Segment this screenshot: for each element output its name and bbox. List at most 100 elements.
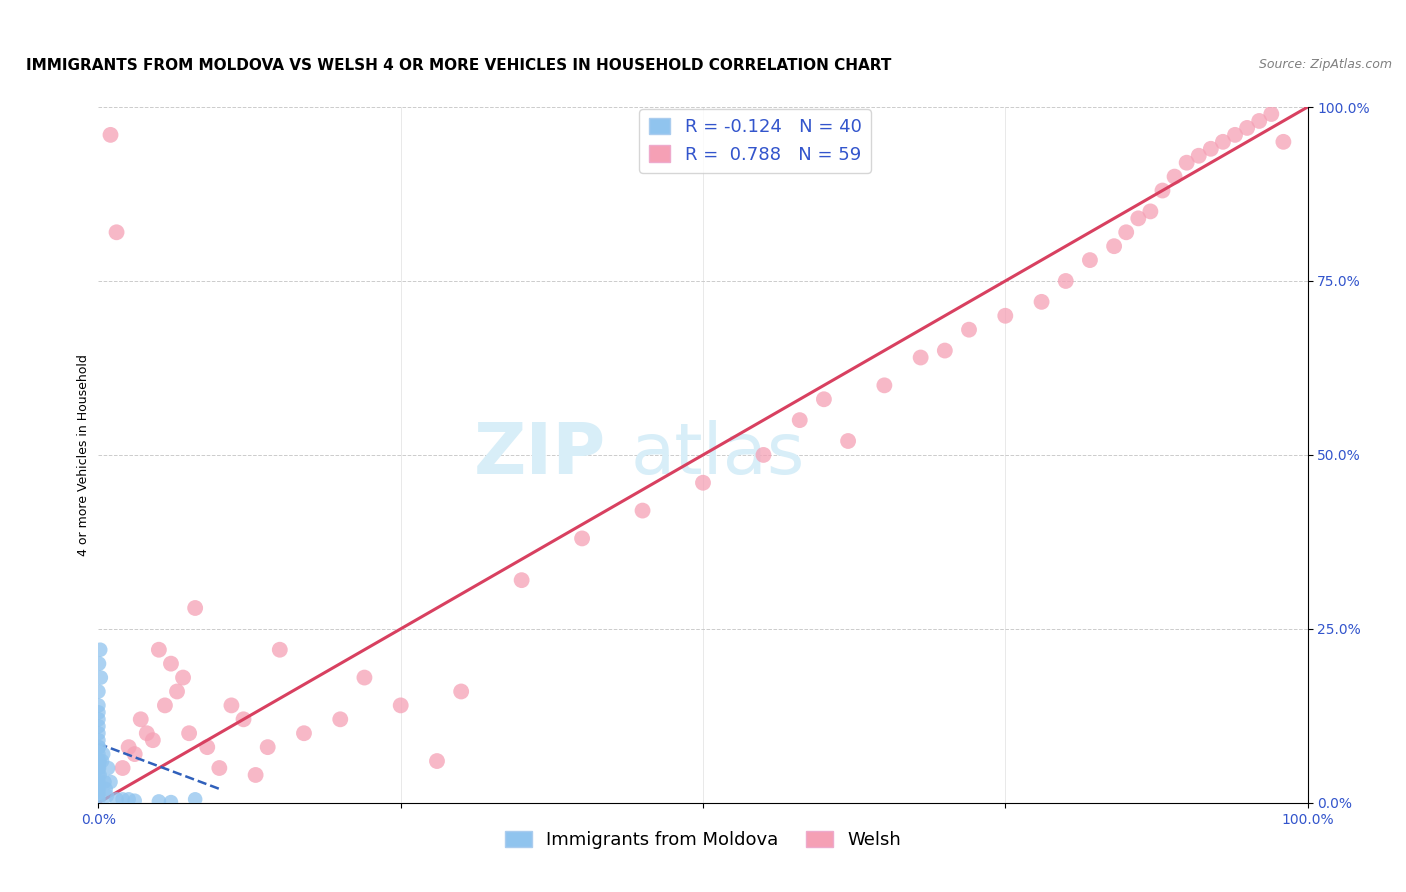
Point [1031,294,1053,309]
Point [329,712,352,726]
Point [184,792,207,806]
Point [1102,239,1125,253]
Point [87,698,110,713]
Point [118,740,141,755]
Point [166,684,188,698]
Point [91,754,114,768]
Point [1139,204,1161,219]
Point [1212,135,1234,149]
Point [100,775,122,789]
Point [87,684,110,698]
Point [87,757,110,772]
Point [957,323,980,337]
Point [93,775,115,789]
Point [292,726,315,740]
Point [1188,149,1211,163]
Point [90,671,112,685]
Point [105,225,128,239]
Point [631,503,654,517]
Point [510,573,533,587]
Point [1272,135,1295,149]
Point [232,712,254,726]
Point [124,794,146,808]
Y-axis label: 4 or more Vehicles in Household: 4 or more Vehicles in Household [77,354,90,556]
Point [195,740,218,755]
Point [208,761,231,775]
Point [813,392,835,407]
Legend: Immigrants from Moldova, Welsh: Immigrants from Moldova, Welsh [498,823,908,856]
Point [184,601,207,615]
Point [873,378,896,392]
Point [160,657,183,671]
Point [752,448,775,462]
Point [1078,253,1101,268]
Point [221,698,243,713]
Point [837,434,859,448]
Point [179,726,201,740]
Point [91,747,114,761]
Point [256,740,278,755]
Point [87,761,110,775]
Point [89,754,111,768]
Point [142,733,165,747]
Point [934,343,956,358]
Point [450,684,472,698]
Point [87,768,110,782]
Point [87,792,110,806]
Point [245,768,267,782]
Text: atlas: atlas [630,420,804,490]
Point [389,698,412,713]
Point [87,754,110,768]
Text: ZIP: ZIP [474,420,606,490]
Point [87,761,110,775]
Point [97,761,120,775]
Point [87,785,110,799]
Point [87,726,110,740]
Point [87,740,110,755]
Point [160,795,183,809]
Point [87,706,110,720]
Point [153,698,176,713]
Point [1152,184,1174,198]
Point [269,642,291,657]
Point [1128,211,1150,226]
Point [148,794,170,808]
Text: Source: ZipAtlas.com: Source: ZipAtlas.com [1260,58,1392,71]
Point [1249,114,1271,128]
Point [87,712,110,726]
Point [1236,120,1258,135]
Point [111,792,134,806]
Point [353,671,375,685]
Point [100,128,122,142]
Point [426,754,449,768]
Point [1163,169,1185,184]
Point [87,657,110,671]
Point [87,740,110,755]
Point [96,789,118,803]
Point [692,475,714,490]
Point [910,351,932,365]
Point [135,726,157,740]
Point [994,309,1017,323]
Point [1223,128,1246,142]
Text: IMMIGRANTS FROM MOLDOVA VS WELSH 4 OR MORE VEHICLES IN HOUSEHOLD CORRELATION CHA: IMMIGRANTS FROM MOLDOVA VS WELSH 4 OR MO… [25,58,891,73]
Point [111,761,134,775]
Point [87,719,110,733]
Point [87,778,110,793]
Point [87,789,110,803]
Point [89,642,111,657]
Point [124,747,146,761]
Point [1054,274,1077,288]
Point [87,775,110,789]
Point [129,712,152,726]
Point [172,671,194,685]
Point [89,768,111,782]
Point [1175,155,1198,169]
Point [571,532,593,546]
Point [87,747,110,761]
Point [1199,142,1222,156]
Point [87,781,110,796]
Point [94,781,117,796]
Point [789,413,811,427]
Point [1260,107,1282,121]
